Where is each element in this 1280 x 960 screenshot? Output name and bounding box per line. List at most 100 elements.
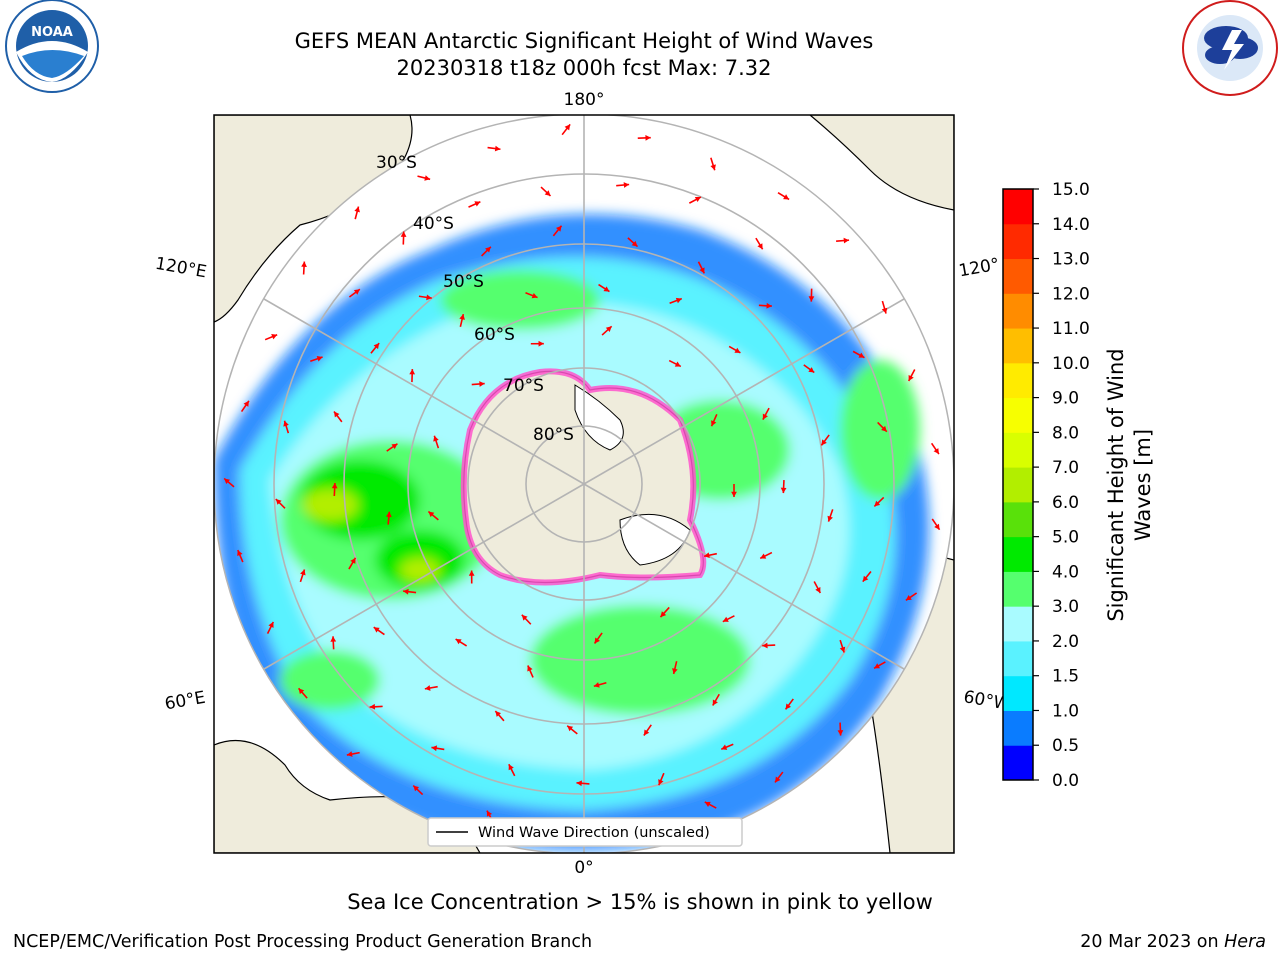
wind-wave-arrow-head: [827, 515, 833, 522]
wind-wave-arrow-head: [934, 523, 940, 530]
lon-label-120w: 120°: [957, 255, 1001, 282]
wind-wave-arrow-head: [837, 730, 844, 736]
wind-wave-arrow-head: [674, 361, 681, 367]
colorbar-segment: [1003, 397, 1033, 433]
colorbar-tick-label: 1.0: [1052, 701, 1079, 721]
lat-label-30s: 30°S: [376, 153, 417, 173]
wind-wave-arrow-head: [605, 326, 612, 332]
wind-wave-arrow-head: [428, 511, 435, 518]
wind-wave-arrow-head: [874, 500, 881, 507]
wind-wave-arrow-head: [564, 124, 571, 131]
wind-wave-arrow-head: [905, 594, 912, 601]
wind-wave-arrow-head: [785, 703, 792, 710]
nws-logo: [1182, 0, 1278, 96]
colorbar-segment: [1003, 223, 1033, 260]
wind-wave-arrow-head: [455, 639, 462, 645]
wind-wave-arrow-head: [373, 343, 380, 350]
wind-wave-arrow-head: [353, 289, 360, 295]
wind-wave-arrow-head: [555, 225, 562, 232]
colorbar-segment: [1003, 432, 1033, 468]
wind-wave-arrow-head: [403, 588, 409, 595]
wind-wave-arrow-head: [538, 340, 544, 347]
wind-wave-arrow-head: [762, 413, 768, 420]
wind-wave-arrow-head: [350, 557, 356, 564]
wind-wave-arrow-head: [494, 145, 501, 152]
wind-wave-arrow-head: [603, 286, 610, 292]
wind-wave-arrow-head: [508, 764, 514, 771]
wind-wave-arrow-head: [760, 553, 767, 559]
wind-wave-arrow-head: [354, 206, 360, 213]
wind-wave-arrow-head: [757, 243, 763, 250]
colorbar-segment: [1003, 640, 1033, 677]
sea-ice: [460, 368, 707, 586]
wind-wave-arrow-head: [623, 182, 630, 188]
colorbar: 0.0 0.5 1.0 1.5 2.0 3.0 4.0 5.0 6.0 7.0 8.0 9.0 10.0…: [1002, 180, 1155, 791]
lon-label-180: 180°: [564, 90, 605, 110]
colorbar-label-line1: Significant Height of Wind: [1104, 348, 1128, 621]
wind-wave-arrow-head: [815, 586, 821, 593]
noaa-logo: NOAA: [5, 0, 99, 93]
wind-wave-arrow-head: [881, 425, 887, 432]
colorbar-tick-label: 6.0: [1052, 493, 1079, 513]
wind-wave-arrow-head: [808, 296, 815, 302]
wind-wave-arrow-head: [762, 642, 768, 649]
colorbar-tick-label: 3.0: [1052, 597, 1079, 617]
wind-wave-arrow-head: [544, 190, 551, 196]
wind-wave-arrow-head: [316, 356, 323, 362]
lon-label-60e: 60°E: [163, 688, 207, 715]
graticule: [214, 115, 954, 853]
wind-wave-arrow-head: [594, 637, 600, 644]
wind-wave-arrow-head: [780, 487, 787, 494]
wind-wave-arrow-head: [821, 439, 827, 446]
colorbar-label-line2: Waves [m]: [1131, 429, 1155, 541]
wind-wave-arrow-head: [424, 175, 431, 181]
wind-wave-arrow-head: [468, 570, 475, 576]
colorbar-segment: [1003, 571, 1033, 607]
wind-wave-arrow-head: [704, 801, 711, 807]
footer-branch: NCEP/EMC/Verification Post Processing Pr…: [13, 932, 593, 952]
colorbar-segment: [1003, 536, 1033, 572]
colorbar-segment: [1003, 258, 1033, 294]
wind-wave-arrow-head: [567, 725, 574, 732]
colorbar-segment: [1003, 501, 1033, 538]
wind-wave-arrow-head: [283, 420, 289, 427]
colorbar-tick-label: 10.0: [1052, 354, 1090, 374]
wind-wave-arrow-head: [433, 435, 439, 442]
wind-wave-arrow-head: [331, 483, 338, 489]
colorbar-segment: [1003, 293, 1033, 329]
wind-wave-arrows: [223, 123, 941, 841]
wind-wave-arrow-head: [734, 347, 741, 353]
wind-wave-arrow-head: [459, 314, 465, 320]
wind-wave-arrow-head: [373, 627, 380, 633]
wind-wave-arrow-head: [908, 374, 914, 381]
colorbar-tick-label: 8.0: [1052, 423, 1079, 443]
colorbar-tick-label: 0.0: [1052, 771, 1079, 791]
colorbar-segment: [1003, 189, 1033, 225]
lat-label-80s: 80°S: [533, 425, 574, 445]
wind-wave-arrow-head: [409, 369, 416, 375]
lat-label-40s: 40°S: [413, 214, 454, 234]
colorbar-segment: [1003, 606, 1033, 642]
wind-wave-arrow-head: [271, 334, 278, 340]
wind-wave-arrow-head: [424, 685, 431, 691]
wind-wave-arrow-head: [426, 294, 432, 301]
wind-wave-arrow-head: [431, 745, 438, 752]
wind-wave-arrow-head: [694, 196, 701, 203]
wind-wave-arrow-head: [391, 443, 398, 450]
wind-wave-arrow-head: [658, 779, 664, 786]
wind-wave-arrow-head: [710, 164, 716, 171]
lon-label-0: 0°: [574, 858, 593, 878]
colorbar-tick-label: 2.0: [1052, 632, 1079, 652]
wind-wave-arrow-head: [479, 381, 485, 387]
sea-ice-note: Sea Ice Concentration > 15% is shown in …: [347, 890, 933, 914]
wind-wave-arrow-head: [346, 751, 353, 757]
wind-wave-arrow-head: [275, 499, 282, 505]
wind-wave-arrow-head: [268, 621, 274, 628]
wind-wave-arrow-head: [243, 400, 249, 407]
colorbar-segment: [1003, 362, 1033, 399]
wind-wave-arrow-head: [731, 491, 737, 497]
wind-wave-arrow-head: [675, 297, 682, 304]
wind-wave-arrow-head: [413, 785, 420, 792]
colorbar-tick-label: 5.0: [1052, 528, 1079, 548]
